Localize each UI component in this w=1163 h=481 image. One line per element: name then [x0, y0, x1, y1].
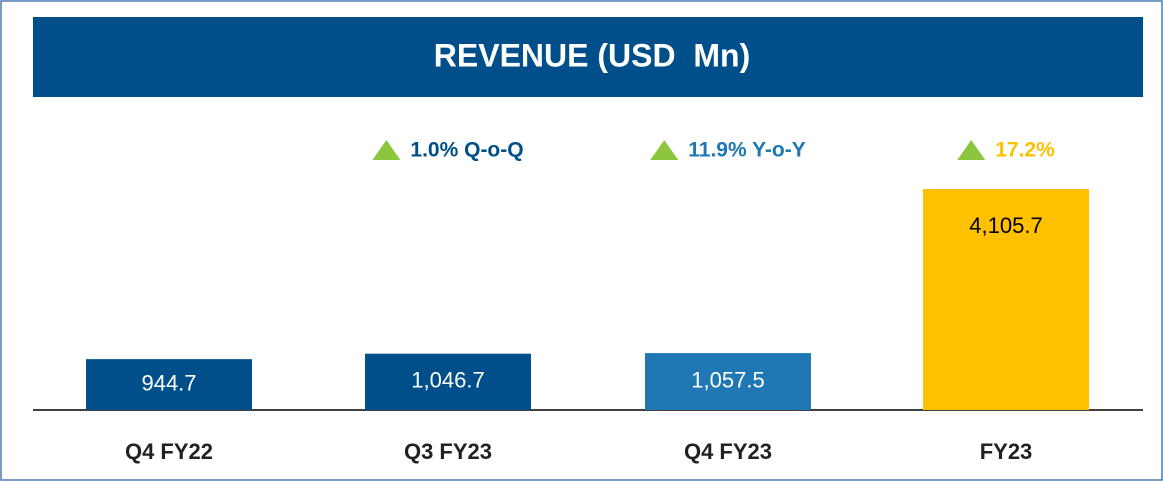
- data-label: 1,046.7: [411, 368, 484, 393]
- x-tick-label: Q4 FY23: [684, 439, 772, 464]
- data-label: 1,057.5: [691, 367, 764, 392]
- x-tick-label: Q4 FY22: [125, 439, 213, 464]
- data-label: 4,105.7: [969, 213, 1042, 238]
- annotation-text: 1.0% Q-o-Q: [410, 139, 523, 162]
- title-bar: [33, 17, 1143, 97]
- bar: [923, 189, 1089, 410]
- bar: [645, 353, 811, 410]
- x-tick-label: FY23: [980, 439, 1033, 464]
- up-triangle: [957, 140, 986, 160]
- bar: [86, 359, 252, 410]
- annotation: 17.2%: [957, 139, 1055, 162]
- bar: [365, 353, 531, 410]
- up-triangle: [372, 140, 401, 160]
- x-tick-label: Q3 FY23: [404, 439, 492, 464]
- annotation-text: 17.2%: [995, 139, 1055, 162]
- up-triangle: [650, 140, 679, 160]
- annotation: 11.9% Y-o-Y: [650, 139, 806, 162]
- annotation: 1.0% Q-o-Q: [372, 139, 524, 162]
- annotation-text: 11.9% Y-o-Y: [688, 139, 806, 162]
- chart-title: REVENUE (USD Mn): [434, 37, 750, 73]
- data-label: 944.7: [141, 370, 196, 395]
